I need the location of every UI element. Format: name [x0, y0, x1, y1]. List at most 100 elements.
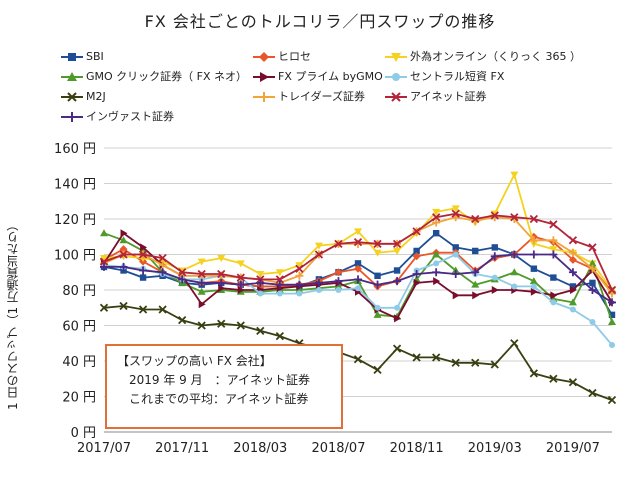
data-point-series-6	[451, 358, 460, 367]
data-point-series-6	[373, 365, 382, 375]
data-point-series-5	[550, 299, 557, 306]
data-point-series-9	[529, 250, 538, 259]
data-point-series-5	[276, 290, 283, 297]
data-point-series-6	[588, 388, 597, 398]
data-point-series-9	[510, 250, 519, 259]
data-point-series-2	[197, 258, 206, 266]
data-point-series-9	[197, 278, 206, 287]
data-point-series-7	[549, 236, 558, 245]
data-point-series-9	[314, 278, 323, 287]
data-point-series-6	[178, 316, 187, 325]
legend-marker-sbi	[61, 53, 83, 61]
data-point-series-8	[275, 275, 284, 284]
data-point-series-8	[119, 250, 128, 259]
y-tick-label: 120 円	[54, 213, 96, 228]
data-point-series-6	[119, 301, 128, 311]
data-point-series-9	[334, 277, 343, 286]
data-point-series-2	[529, 240, 538, 248]
data-point-series-5	[569, 306, 576, 313]
data-point-series-4	[394, 314, 402, 323]
data-point-series-3	[608, 317, 616, 325]
data-point-series-5	[257, 290, 264, 297]
legend-label-gmo: GMO クリック証券（ FX ネオ）	[86, 70, 248, 83]
data-point-series-3	[432, 250, 441, 258]
data-point-series-7	[158, 261, 167, 270]
data-point-series-8	[392, 239, 402, 248]
data-point-series-9	[471, 268, 480, 277]
data-point-series-7	[529, 236, 538, 245]
data-point-series-5	[335, 287, 342, 293]
data-point-series-8	[334, 239, 343, 248]
data-point-series-9	[451, 270, 460, 279]
data-point-series-9	[568, 268, 577, 277]
data-point-series-0	[491, 244, 498, 251]
x-tick-label: 2018/07	[311, 441, 365, 456]
data-point-series-2	[510, 171, 519, 179]
data-point-series-8	[568, 236, 578, 245]
data-point-series-6	[353, 355, 363, 364]
data-point-series-5	[394, 304, 401, 311]
data-point-series-8	[471, 214, 480, 224]
data-point-series-1	[354, 264, 362, 273]
data-point-series-3	[334, 282, 343, 290]
data-point-series-0	[374, 272, 381, 279]
x-tick-label: 2018/03	[233, 441, 287, 456]
data-point-series-2	[100, 255, 108, 263]
data-point-series-8	[197, 269, 206, 279]
data-point-series-0	[354, 260, 362, 267]
legend-label-hirose: ヒロセ	[278, 50, 311, 63]
data-point-series-6	[412, 353, 421, 362]
data-point-series-8	[217, 269, 226, 279]
data-point-series-8	[158, 253, 167, 263]
x-tick-label: 2018/11	[390, 441, 444, 456]
data-point-series-6	[529, 369, 538, 378]
data-point-series-9	[354, 275, 362, 284]
data-point-series-3	[119, 236, 128, 244]
data-point-series-5	[511, 283, 518, 290]
data-point-series-4	[452, 291, 460, 300]
data-point-series-9	[490, 252, 499, 261]
data-point-series-0	[432, 230, 440, 237]
data-point-series-3	[568, 298, 577, 306]
data-point-series-0	[472, 247, 479, 255]
data-point-series-3	[373, 310, 382, 318]
legend-marker-inet	[385, 92, 407, 102]
legend-marker-invast	[61, 112, 83, 122]
data-point-series-6	[568, 378, 578, 387]
data-point-series-3	[295, 286, 304, 293]
data-point-series-8	[432, 213, 441, 222]
y-tick-label: 160 円	[54, 142, 96, 157]
data-point-series-2	[314, 242, 323, 250]
data-point-series-9	[412, 270, 421, 279]
data-point-series-3	[510, 268, 519, 276]
data-point-series-9	[373, 280, 382, 289]
data-point-series-2	[217, 255, 226, 263]
data-point-series-2	[549, 246, 558, 254]
legend-marker-hirose	[253, 52, 275, 62]
data-point-series-0	[608, 311, 616, 319]
y-tick-label: 20 円	[62, 391, 96, 406]
data-point-series-0	[139, 274, 147, 281]
data-point-series-5	[609, 342, 615, 349]
y-tick-label: 0 円	[71, 426, 96, 441]
data-point-series-6	[197, 321, 206, 330]
callout-heading: 【スワップの高い FX 会社】	[117, 354, 272, 368]
data-point-series-6	[99, 303, 109, 312]
data-point-series-8	[412, 227, 421, 236]
data-point-series-1	[412, 252, 421, 261]
data-point-series-4	[550, 291, 558, 300]
data-point-series-8	[353, 237, 363, 247]
data-point-series-5	[296, 290, 303, 297]
data-point-series-9	[158, 268, 167, 277]
data-point-series-4	[491, 286, 499, 294]
legend-marker-gaitame	[385, 53, 407, 62]
data-point-series-6	[607, 395, 617, 405]
data-point-series-5	[433, 260, 440, 267]
data-point-series-9	[217, 278, 226, 287]
data-point-series-0	[569, 283, 577, 290]
data-point-series-3	[588, 259, 597, 267]
data-point-series-6	[471, 358, 480, 367]
callout-row-monthly: 2019 年 9 月 ：アイネット証券	[129, 373, 311, 387]
data-point-series-8	[178, 268, 187, 277]
